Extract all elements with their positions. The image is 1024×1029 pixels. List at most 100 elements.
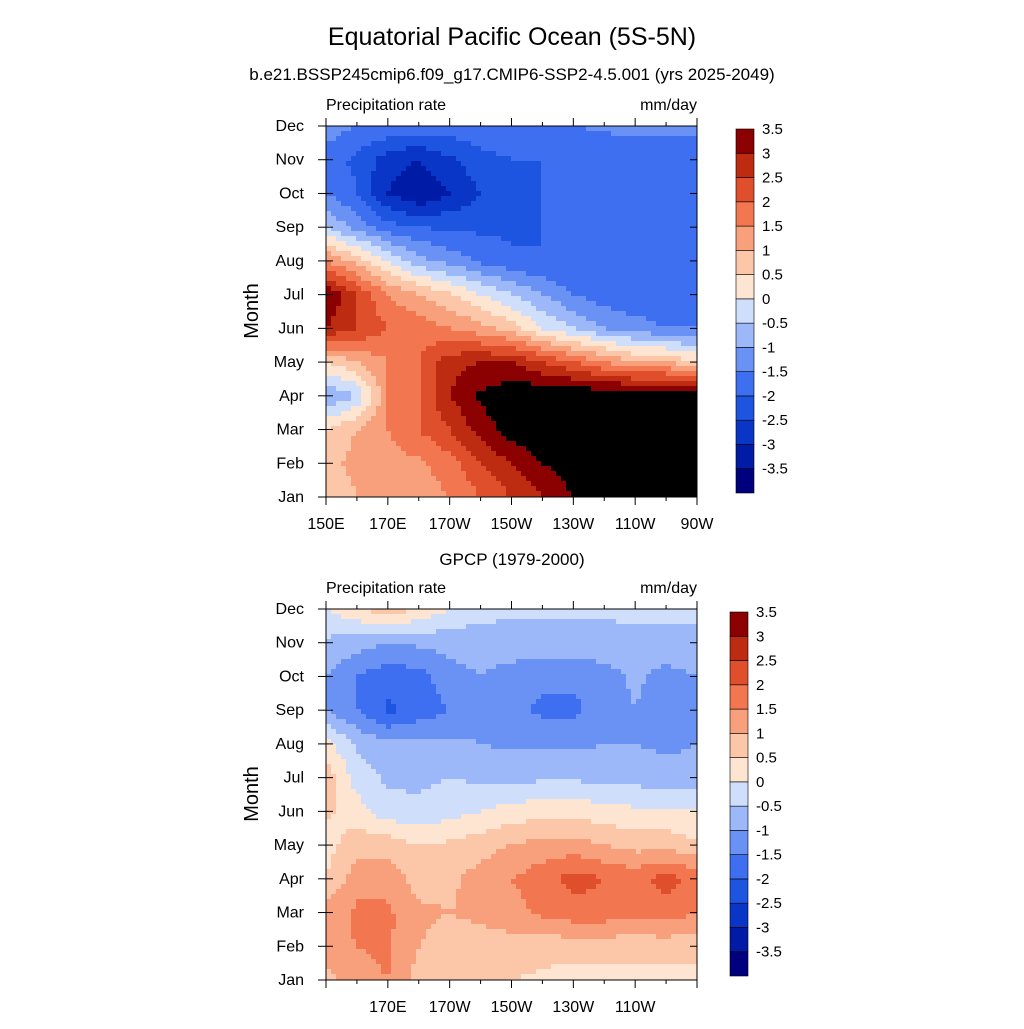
heatmap-cell	[611, 291, 617, 297]
heatmap-cell	[681, 381, 687, 387]
heatmap-cell	[586, 356, 592, 362]
heatmap-cell	[391, 146, 397, 152]
heatmap-cell	[616, 391, 622, 397]
heatmap-cell	[581, 416, 587, 422]
heatmap-cell	[416, 446, 422, 452]
heatmap-cell	[681, 371, 687, 377]
heatmap-cell	[646, 291, 652, 297]
heatmap-cell	[586, 196, 592, 202]
heatmap-cell	[501, 226, 507, 232]
heatmap-cell	[631, 451, 637, 457]
heatmap-cell	[546, 206, 552, 212]
heatmap-cell	[496, 301, 502, 307]
heatmap-cell	[336, 191, 342, 197]
heatmap-cell	[326, 246, 332, 252]
heatmap-cell	[561, 411, 567, 417]
heatmap-cell	[411, 451, 417, 457]
heatmap-cell	[581, 426, 587, 432]
heatmap-cell	[376, 331, 382, 337]
heatmap-cell	[331, 396, 337, 402]
heatmap-cell	[651, 156, 657, 162]
heatmap-cell	[686, 146, 692, 152]
heatmap-cell	[566, 316, 572, 322]
heatmap-cell	[516, 196, 522, 202]
heatmap-cell	[531, 281, 537, 287]
heatmap-cell	[566, 291, 572, 297]
heatmap-cell	[671, 356, 677, 362]
heatmap-cell	[651, 141, 657, 147]
heatmap-cell	[516, 251, 522, 257]
heatmap-cell	[581, 376, 587, 382]
heatmap-cell	[426, 306, 432, 312]
heatmap-cell	[566, 221, 572, 227]
heatmap-cell	[551, 441, 557, 447]
heatmap-cell	[481, 171, 487, 177]
heatmap-cell	[476, 276, 482, 282]
heatmap-cell	[671, 186, 677, 192]
heatmap-cell	[371, 251, 377, 257]
heatmap-cell	[626, 341, 632, 347]
heatmap-cell	[426, 186, 432, 192]
heatmap-cell	[446, 156, 452, 162]
heatmap-cell	[491, 376, 497, 382]
heatmap-cell	[576, 236, 582, 242]
heatmap-cell	[661, 131, 667, 137]
heatmap-cell	[496, 451, 502, 457]
heatmap-cell	[356, 406, 362, 412]
heatmap-cell	[471, 396, 477, 402]
heatmap-cell	[651, 411, 657, 417]
heatmap-cell	[631, 206, 637, 212]
heatmap-cell	[666, 271, 672, 277]
heatmap-cell	[411, 296, 417, 302]
heatmap-cell	[401, 426, 407, 432]
heatmap-cell	[666, 401, 672, 407]
heatmap-cell	[556, 326, 562, 332]
heatmap-cell	[551, 261, 557, 267]
heatmap-cell	[406, 441, 412, 447]
heatmap-cell	[551, 191, 557, 197]
heatmap-cell	[526, 386, 532, 392]
heatmap-cell	[661, 326, 667, 332]
heatmap-cell	[436, 301, 442, 307]
heatmap-cell	[621, 451, 627, 457]
heatmap-cell	[341, 176, 347, 182]
heatmap-cell	[451, 251, 457, 257]
heatmap-cell	[326, 456, 332, 462]
heatmap-cell	[641, 331, 647, 337]
heatmap-cell	[351, 446, 357, 452]
heatmap-cell	[336, 396, 342, 402]
heatmap-cell	[486, 241, 492, 247]
heatmap-cell	[331, 341, 337, 347]
heatmap-cell	[431, 276, 437, 282]
heatmap-cell	[671, 231, 677, 237]
heatmap-cell	[426, 236, 432, 242]
heatmap-cell	[396, 316, 402, 322]
heatmap-cell	[641, 376, 647, 382]
heatmap-cell	[531, 381, 537, 387]
heatmap-cell	[651, 306, 657, 312]
heatmap-cell	[486, 211, 492, 217]
heatmap-cell	[466, 161, 472, 167]
heatmap-cell	[571, 281, 577, 287]
heatmap-cell	[546, 336, 552, 342]
heatmap-cell	[546, 346, 552, 352]
heatmap-cell	[656, 156, 662, 162]
heatmap-cell	[666, 391, 672, 397]
heatmap-cell	[391, 326, 397, 332]
heatmap-cell	[611, 191, 617, 197]
heatmap-cell	[686, 166, 692, 172]
heatmap-cell	[326, 431, 332, 437]
heatmap-cell	[466, 396, 472, 402]
heatmap-cell	[616, 451, 622, 457]
heatmap-cell	[666, 226, 672, 232]
heatmap-cell	[691, 356, 697, 362]
heatmap-cell	[551, 351, 557, 357]
heatmap-cell	[351, 261, 357, 267]
heatmap-cell	[406, 191, 412, 197]
heatmap-cell	[456, 456, 462, 462]
heatmap-cell	[646, 201, 652, 207]
heatmap-cell	[571, 221, 577, 227]
heatmap-cell	[406, 306, 412, 312]
heatmap-cell	[576, 396, 582, 402]
heatmap-cell	[416, 126, 422, 132]
